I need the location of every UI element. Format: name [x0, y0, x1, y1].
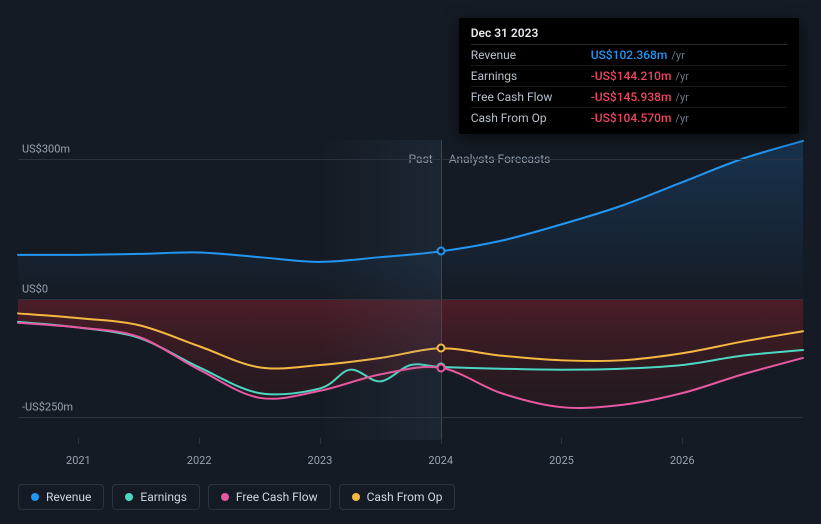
tooltip-row-value: -US$145.938m	[591, 90, 672, 104]
legend-item-cash_from_op[interactable]: Cash From Op	[339, 484, 456, 510]
legend-dot-icon	[31, 493, 39, 501]
legend-item-free_cash_flow[interactable]: Free Cash Flow	[208, 484, 331, 510]
legend-item-label: Cash From Op	[367, 490, 443, 504]
tooltip-row-label: Earnings	[471, 69, 591, 83]
x-axis-label: 2023	[308, 454, 333, 467]
y-axis-label: US$0	[22, 283, 48, 296]
x-axis-label: 2024	[428, 454, 453, 467]
financial-chart: Past Analysts Forecasts US$300m US$0 -US$2…	[18, 0, 803, 480]
legend-item-label: Free Cash Flow	[236, 490, 318, 504]
tooltip-row-label: Cash From Op	[471, 111, 591, 125]
tooltip-row-label: Revenue	[471, 48, 591, 62]
tooltip-row-label: Free Cash Flow	[471, 90, 591, 104]
x-axis-label: 2026	[670, 454, 695, 467]
tooltip-row-free_cash_flow: Free Cash Flow-US$145.938m/yr	[471, 87, 787, 108]
gridline	[18, 159, 803, 160]
y-axis-label: -US$250m	[22, 400, 73, 413]
legend-dot-icon	[221, 493, 229, 501]
hover-tooltip: Dec 31 2023 RevenueUS$102.368m/yrEarning…	[459, 18, 799, 134]
x-axis-label: 2021	[66, 454, 91, 467]
plot-area[interactable]: Past Analysts Forecasts	[18, 140, 803, 440]
tooltip-row-value: -US$144.210m	[591, 69, 672, 83]
gridline	[18, 299, 803, 300]
plot-svg	[18, 140, 803, 440]
legend-item-label: Earnings	[140, 490, 187, 504]
x-axis-tick	[682, 438, 683, 444]
tooltip-row-unit: /yr	[671, 49, 684, 62]
tooltip-row-unit: /yr	[675, 70, 688, 83]
tooltip-row-cash_from_op: Cash From Op-US$104.570m/yr	[471, 108, 787, 128]
x-axis-label: 2022	[187, 454, 212, 467]
legend-item-revenue[interactable]: Revenue	[18, 484, 104, 510]
legend-item-earnings[interactable]: Earnings	[112, 484, 200, 510]
gridline	[18, 417, 803, 418]
tooltip-row-revenue: RevenueUS$102.368m/yr	[471, 45, 787, 66]
legend-dot-icon	[352, 493, 360, 501]
tooltip-row-value: -US$104.570m	[591, 111, 672, 125]
past-forecast-divider	[441, 140, 442, 440]
y-axis-label: US$300m	[22, 142, 70, 155]
x-axis-label: 2025	[549, 454, 574, 467]
tooltip-row-value: US$102.368m	[591, 48, 668, 62]
tooltip-row-unit: /yr	[675, 112, 688, 125]
x-axis-tick	[561, 438, 562, 444]
tooltip-date: Dec 31 2023	[471, 26, 787, 45]
x-axis-tick	[320, 438, 321, 444]
legend-item-label: Revenue	[46, 490, 91, 504]
tooltip-row-unit: /yr	[675, 91, 688, 104]
legend: Revenue Earnings Free Cash Flow Cash From O…	[18, 484, 455, 510]
legend-dot-icon	[125, 493, 133, 501]
tooltip-row-earnings: Earnings-US$144.210m/yr	[471, 66, 787, 87]
x-axis-tick	[441, 438, 442, 444]
x-axis-tick	[78, 438, 79, 444]
x-axis-tick	[199, 438, 200, 444]
